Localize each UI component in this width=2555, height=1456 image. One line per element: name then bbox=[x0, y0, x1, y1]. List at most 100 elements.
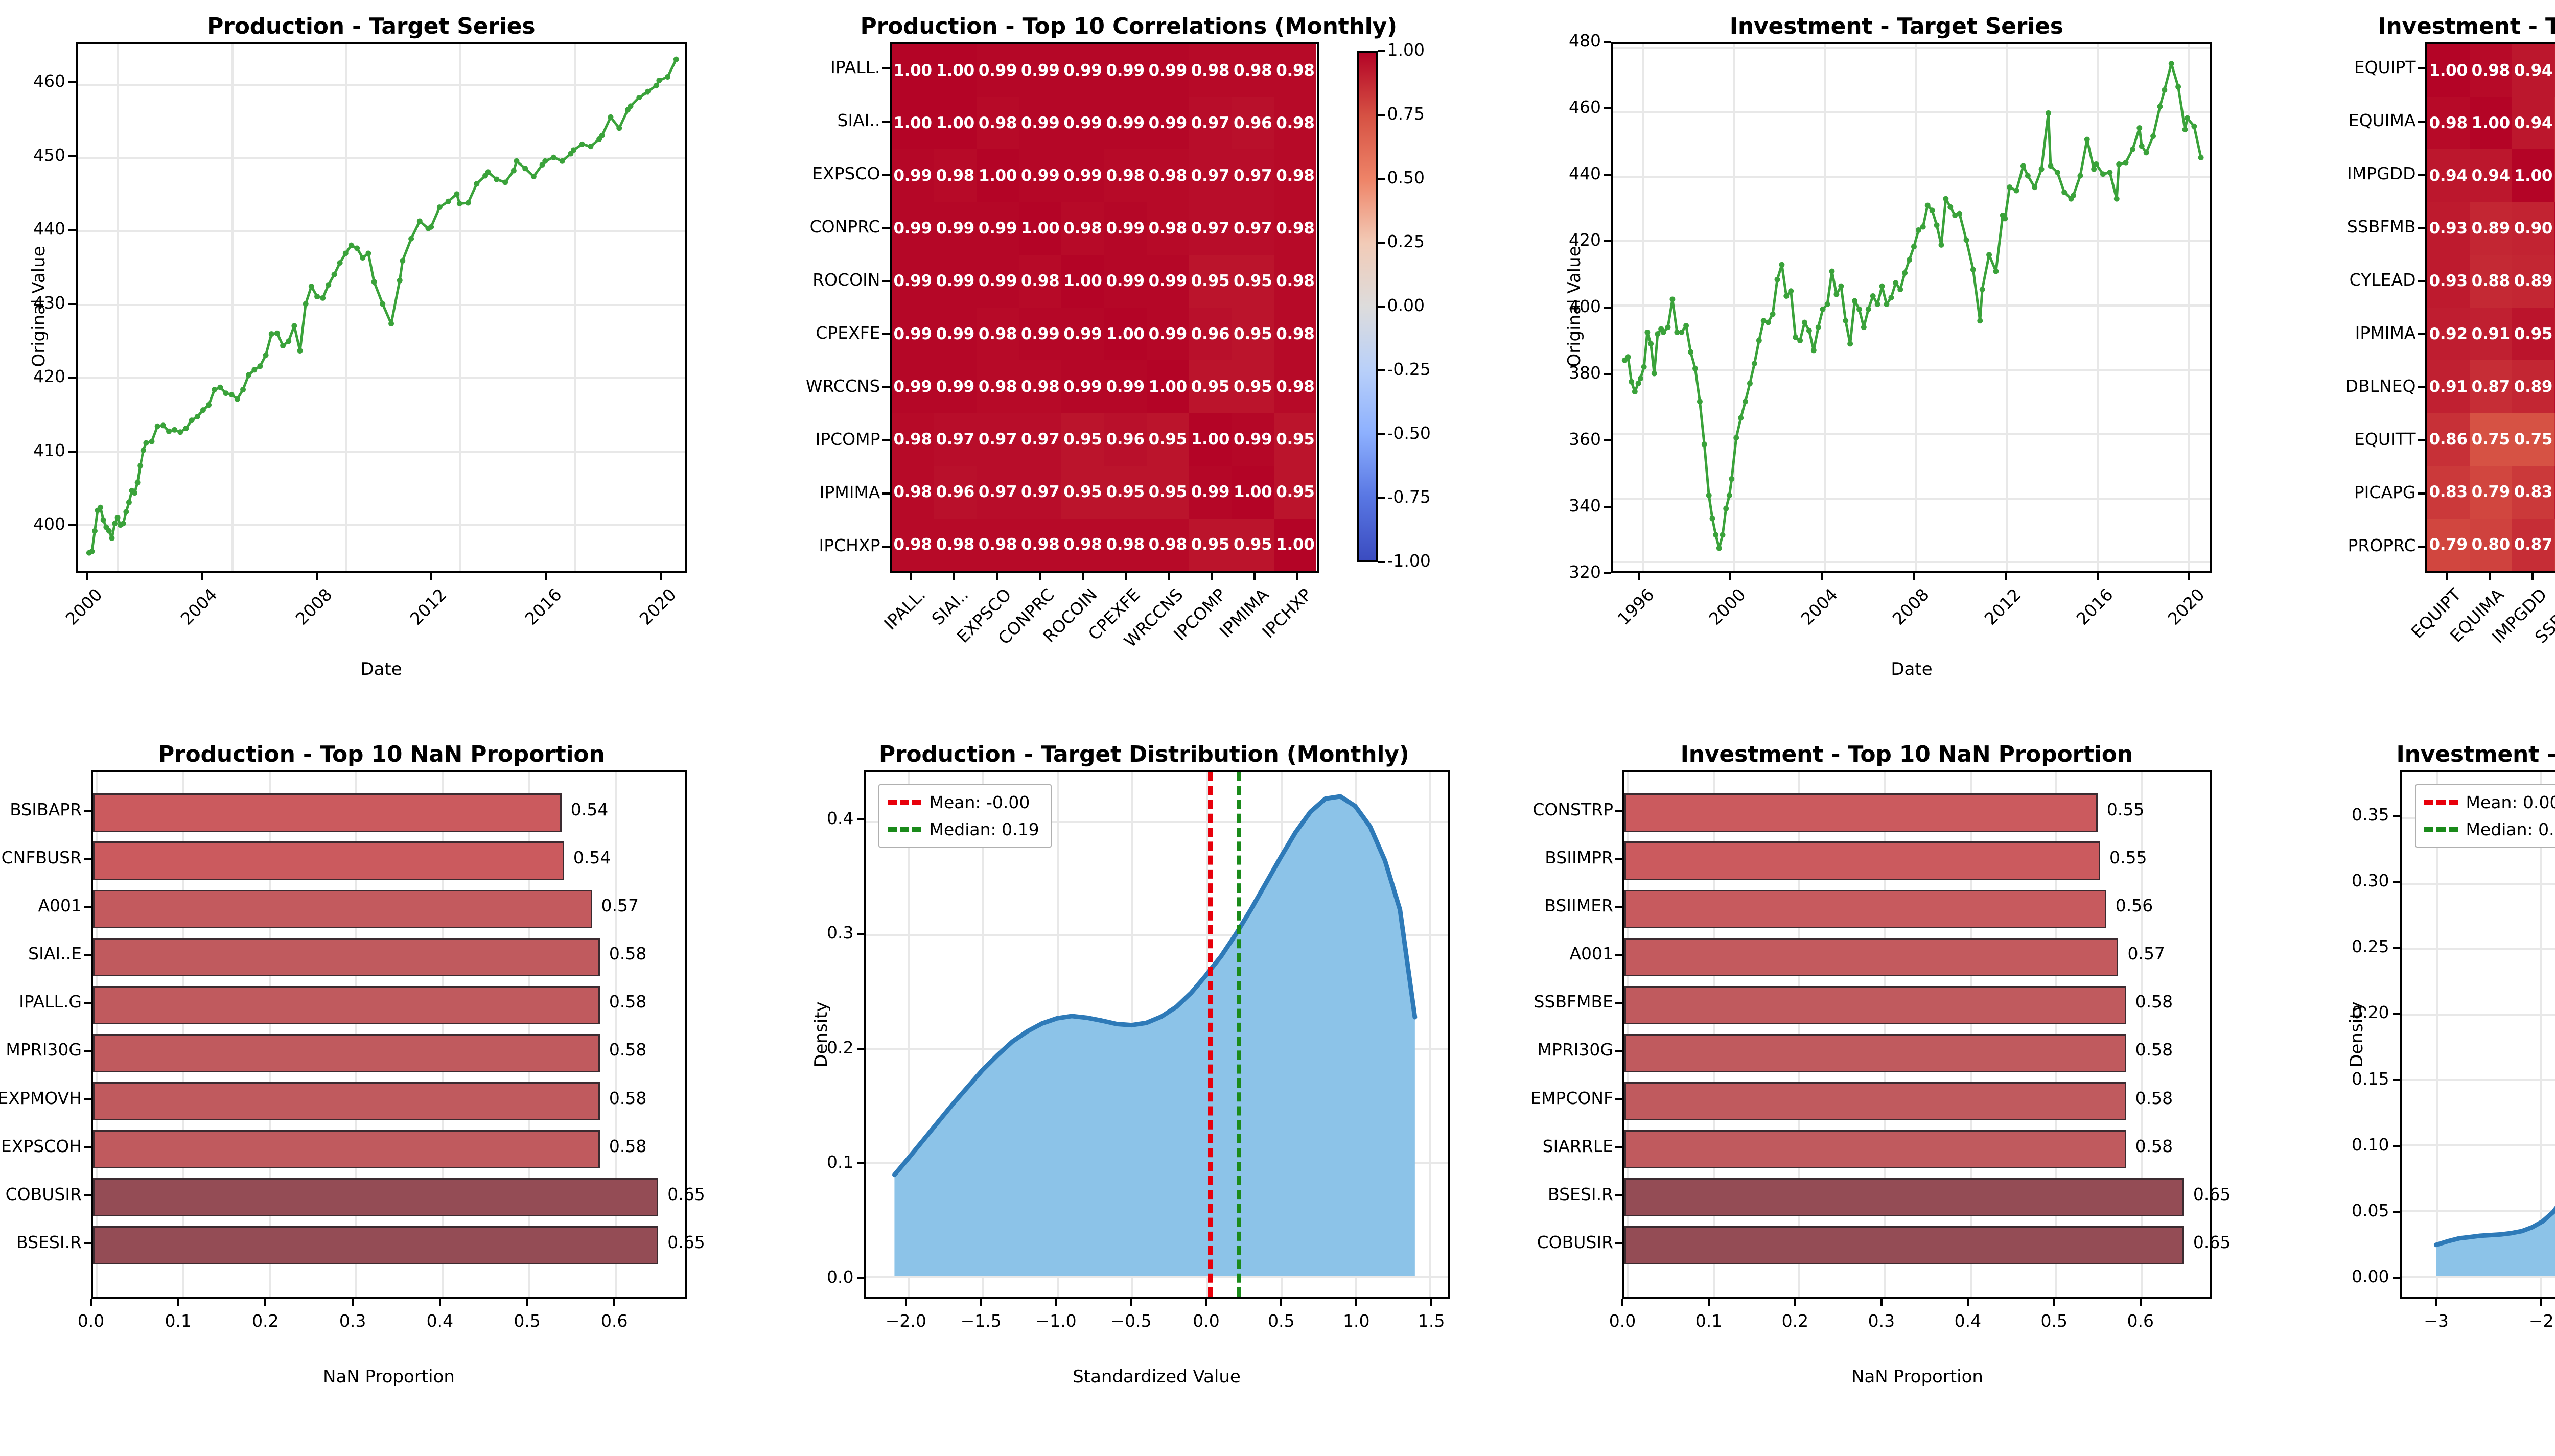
x-tick-mark bbox=[430, 573, 433, 580]
gridline-y bbox=[2401, 1014, 2555, 1016]
heatmap-row-label: CPEXFE bbox=[816, 323, 880, 343]
y-tick-mark bbox=[2418, 280, 2425, 282]
legend-label-mean: Mean: 0.00 bbox=[2466, 792, 2555, 812]
heatmap-cell: 0.92 bbox=[2427, 307, 2470, 361]
heatmap-cell: 0.98 bbox=[1274, 97, 1317, 150]
x-tick-mark bbox=[2139, 1299, 2142, 1306]
plot-area bbox=[1611, 42, 2212, 573]
gridline-y bbox=[1613, 433, 2210, 435]
y-tick-label: 410 bbox=[33, 440, 65, 460]
heatmap-cell: 0.99 bbox=[1019, 149, 1062, 202]
x-axis-label: Standardized Value bbox=[2400, 1367, 2555, 1387]
x-tick-mark bbox=[1729, 573, 1732, 580]
heatmap-cell: 0.95 bbox=[1232, 360, 1274, 413]
heatmap-row-label: DBLNEQ bbox=[2345, 376, 2416, 396]
y-tick-mark bbox=[882, 386, 890, 388]
y-tick-label: 340 bbox=[1569, 496, 1601, 515]
x-tick-label: 0.2 bbox=[252, 1311, 279, 1331]
bar bbox=[1624, 985, 2126, 1024]
x-tick-mark bbox=[1038, 573, 1041, 580]
heatmap-cell: 0.79 bbox=[2427, 518, 2470, 571]
heatmap-cell: 0.99 bbox=[1232, 413, 1274, 466]
y-tick-mark bbox=[2418, 439, 2425, 441]
heatmap-row-label: IPCOMP bbox=[815, 429, 880, 449]
heatmap-cell: 1.00 bbox=[934, 44, 977, 97]
heatmap-row-label: IMPGDD bbox=[2347, 163, 2416, 183]
panel-title: Investment - Target Series bbox=[1729, 13, 2063, 39]
heatmap-cell: 0.98 bbox=[1274, 307, 1317, 361]
heatmap-cell: 0.99 bbox=[1104, 44, 1147, 97]
bar-value-label: 0.55 bbox=[2106, 799, 2145, 819]
x-tick-mark bbox=[613, 1299, 616, 1306]
plot-area bbox=[91, 770, 687, 1299]
gridline-y bbox=[2401, 1144, 2555, 1147]
x-tick-label: 0.6 bbox=[2127, 1311, 2154, 1331]
bar-value-label: 0.57 bbox=[2127, 944, 2165, 964]
heatmap-cells: 1.00 1.00 0.99 0.99 0.99 0.99 0.99 0.98 0.98 0.98… bbox=[891, 44, 1317, 571]
y-tick-mark bbox=[1615, 1098, 1622, 1100]
x-tick-mark bbox=[2488, 573, 2491, 580]
colorbar-tick-mark bbox=[1378, 114, 1385, 116]
heatmap-cells: 1.000.980.940.930.930.920.910.860.830.79… bbox=[2427, 44, 2555, 571]
x-axis-label: Standardized Value bbox=[1073, 1367, 1241, 1387]
panel-title: Investment - Top 10 Correlations (Monthl… bbox=[2378, 13, 2555, 39]
y-tick-mark bbox=[882, 280, 890, 282]
panel-production-nan-proportion: Production - Top 10 NaN Proportion BSIBA… bbox=[0, 728, 763, 1456]
bar bbox=[93, 985, 600, 1024]
y-tick-mark bbox=[1604, 41, 1611, 43]
colorbar-tick-label: 1.00 bbox=[1387, 40, 1425, 60]
heatmap-cell: 0.89 bbox=[2469, 202, 2512, 255]
bar-category-label: A001 bbox=[38, 896, 82, 916]
heatmap-row-label: SIAI.. bbox=[837, 110, 880, 130]
heatmap-cell: 0.99 bbox=[1146, 97, 1189, 150]
heatmap-cell: 1.00 bbox=[976, 149, 1019, 202]
y-tick-mark bbox=[84, 1050, 91, 1052]
y-tick-mark bbox=[68, 302, 76, 305]
heatmap-area: 1.000.980.940.930.930.920.910.860.830.79… bbox=[2425, 42, 2555, 573]
colorbar-tick-label: 0.50 bbox=[1387, 168, 1425, 187]
x-tick-mark bbox=[1210, 573, 1213, 580]
heatmap-cell: 0.98 bbox=[1061, 202, 1104, 255]
y-tick-mark bbox=[84, 906, 91, 908]
x-tick-label: 0.0 bbox=[77, 1311, 105, 1331]
x-axis-label: Date bbox=[1891, 659, 1933, 679]
heatmap-row-label: PROPRC bbox=[2348, 535, 2416, 555]
y-tick-mark bbox=[2392, 1078, 2400, 1081]
bar bbox=[1624, 841, 2100, 880]
heatmap-cell: 0.98 bbox=[2469, 44, 2512, 97]
gridline-x bbox=[2006, 44, 2008, 571]
bar-value-label: 0.65 bbox=[667, 1232, 705, 1252]
heatmap-cell: 0.95 bbox=[1061, 413, 1104, 466]
y-tick-label: 0.15 bbox=[2352, 1068, 2389, 1089]
heatmap-cell: 0.97 bbox=[1232, 149, 1274, 202]
colorbar-tick-label: -0.50 bbox=[1387, 423, 1431, 443]
gridline-y bbox=[1613, 47, 2210, 50]
heatmap-row-label: EQUIPT bbox=[2354, 57, 2416, 77]
heatmap-cell: 0.97 bbox=[1019, 465, 1062, 519]
heatmap-cell: 0.99 bbox=[891, 254, 934, 308]
panel-title: Production - Top 10 NaN Proportion bbox=[157, 741, 605, 767]
heatmap-cell: 0.98 bbox=[2427, 97, 2470, 150]
colorbar-tick-label: 0.00 bbox=[1387, 295, 1425, 315]
heatmap-cell: 0.99 bbox=[976, 202, 1019, 255]
heatmap-cell: 0.99 bbox=[891, 149, 934, 202]
heatmap-cell: 0.99 bbox=[934, 307, 977, 361]
heatmap-cell: 1.00 bbox=[891, 97, 934, 150]
x-tick-mark bbox=[1280, 1299, 1283, 1306]
colorbar-tick-mark bbox=[1378, 178, 1385, 180]
heatmap-row-label: WRCCNS bbox=[805, 376, 880, 396]
heatmap-cell: 0.87 bbox=[2512, 518, 2555, 571]
gridline-y bbox=[78, 84, 685, 86]
x-tick-label: 0.0 bbox=[1609, 1311, 1636, 1331]
colorbar-tick-mark bbox=[1378, 561, 1385, 563]
mean-line bbox=[1208, 772, 1213, 1297]
heatmap-cell: 0.98 bbox=[1019, 254, 1062, 308]
x-tick-label: 0.4 bbox=[426, 1311, 454, 1331]
legend-item-mean: Mean: 0.00 bbox=[2424, 792, 2555, 812]
heatmap-cell: 1.00 bbox=[1019, 202, 1062, 255]
bar-category-label: SIAI..E bbox=[28, 944, 82, 964]
x-tick-mark bbox=[2540, 1299, 2543, 1306]
x-tick-label: −2.0 bbox=[885, 1311, 926, 1331]
heatmap-row-label: ROCOIN bbox=[812, 270, 880, 290]
